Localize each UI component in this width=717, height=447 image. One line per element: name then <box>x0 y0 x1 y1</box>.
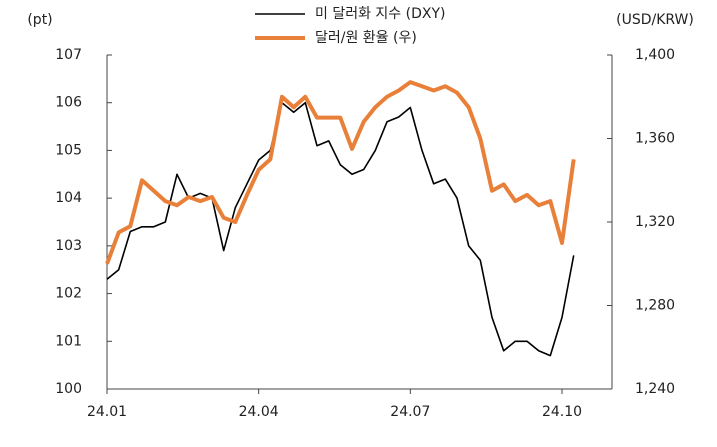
y2-tick-label: 1,280 <box>635 298 675 314</box>
y-tick-label: 101 <box>55 333 82 349</box>
y-tick-label: 100 <box>55 381 82 397</box>
legend-label: 달러/원 환율 (우) <box>315 30 417 46</box>
y2-tick-label: 1,400 <box>635 47 675 63</box>
y-tick-label: 104 <box>55 190 82 206</box>
y-axis-label: (pt) <box>27 12 52 28</box>
y-tick-label: 103 <box>55 238 82 254</box>
y-tick-label: 107 <box>55 47 82 63</box>
y2-tick-label: 1,240 <box>635 381 675 397</box>
x-tick-label: 24.01 <box>87 404 127 420</box>
legend-label: 미 달러화 지수 (DXY) <box>315 6 445 22</box>
x-tick-label: 24.07 <box>390 404 430 420</box>
x-tick-label: 24.10 <box>542 404 582 420</box>
y2-axis-label: (USD/KRW) <box>616 12 694 28</box>
line-series <box>105 80 576 265</box>
y-tick-label: 105 <box>55 142 82 158</box>
x-tick-label: 24.04 <box>239 404 279 420</box>
y-tick-label: 106 <box>55 95 82 111</box>
line-series <box>106 101 575 357</box>
y-tick-label: 102 <box>55 286 82 302</box>
y2-tick-label: 1,320 <box>635 214 675 230</box>
y2-tick-label: 1,360 <box>635 131 675 147</box>
